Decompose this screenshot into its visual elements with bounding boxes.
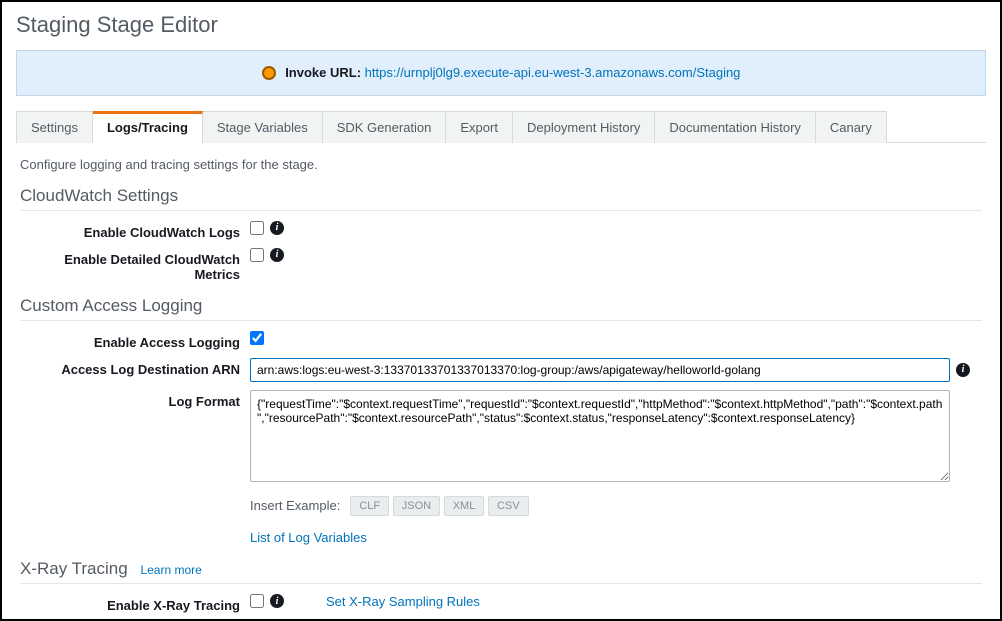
invoke-url-label: Invoke URL: — [285, 65, 361, 80]
enable-xray-checkbox[interactable] — [250, 594, 264, 608]
enable-access-logging-label: Enable Access Logging — [20, 331, 250, 350]
tab-stage-variables[interactable]: Stage Variables — [203, 111, 323, 143]
access-log-arn-label: Access Log Destination ARN — [20, 358, 250, 377]
xray-learn-more-link[interactable]: Learn more — [140, 563, 201, 577]
invoke-indicator-icon — [262, 66, 276, 80]
cloudwatch-section-title: CloudWatch Settings — [20, 186, 982, 211]
enable-cw-logs-checkbox[interactable] — [250, 221, 264, 235]
enable-cw-metrics-label: Enable Detailed CloudWatch Metrics — [20, 248, 250, 282]
info-icon[interactable]: i — [270, 248, 284, 262]
invoke-url-link[interactable]: https://urnplj0lg9.execute-api.eu-west-3… — [365, 65, 741, 80]
access-log-arn-input[interactable] — [250, 358, 950, 382]
insert-example-xml-button[interactable]: XML — [444, 496, 485, 516]
tab-logs-tracing[interactable]: Logs/Tracing — [93, 111, 203, 143]
enable-cw-logs-label: Enable CloudWatch Logs — [20, 221, 250, 240]
enable-cw-metrics-checkbox[interactable] — [250, 248, 264, 262]
insert-example-json-button[interactable]: JSON — [393, 496, 440, 516]
access-logging-section-title: Custom Access Logging — [20, 296, 982, 321]
tab-settings[interactable]: Settings — [16, 111, 93, 143]
xray-title-text: X-Ray Tracing — [20, 559, 128, 578]
info-icon[interactable]: i — [956, 363, 970, 377]
stage-tabs: SettingsLogs/TracingStage VariablesSDK G… — [16, 110, 986, 143]
insert-example-label: Insert Example: — [250, 498, 340, 513]
info-icon[interactable]: i — [270, 221, 284, 235]
xray-section-title: X-Ray Tracing Learn more — [20, 559, 982, 584]
tab-sdk-generation[interactable]: SDK Generation — [323, 111, 447, 143]
list-log-variables-link[interactable]: List of Log Variables — [250, 530, 367, 545]
insert-example-clf-button[interactable]: CLF — [350, 496, 389, 516]
enable-access-logging-checkbox[interactable] — [250, 331, 264, 345]
info-icon[interactable]: i — [270, 594, 284, 608]
tab-deployment-history[interactable]: Deployment History — [513, 111, 655, 143]
insert-example-csv-button[interactable]: CSV — [488, 496, 529, 516]
tab-export[interactable]: Export — [446, 111, 513, 143]
tab-canary[interactable]: Canary — [816, 111, 887, 143]
log-format-label: Log Format — [20, 390, 250, 409]
tab-description: Configure logging and tracing settings f… — [20, 157, 982, 172]
enable-xray-label: Enable X-Ray Tracing — [20, 594, 250, 613]
invoke-url-banner: Invoke URL: https://urnplj0lg9.execute-a… — [16, 50, 986, 96]
xray-sampling-rules-link[interactable]: Set X-Ray Sampling Rules — [326, 594, 480, 609]
log-format-textarea[interactable] — [250, 390, 950, 482]
tab-documentation-history[interactable]: Documentation History — [655, 111, 816, 143]
page-title: Staging Stage Editor — [2, 2, 1000, 50]
